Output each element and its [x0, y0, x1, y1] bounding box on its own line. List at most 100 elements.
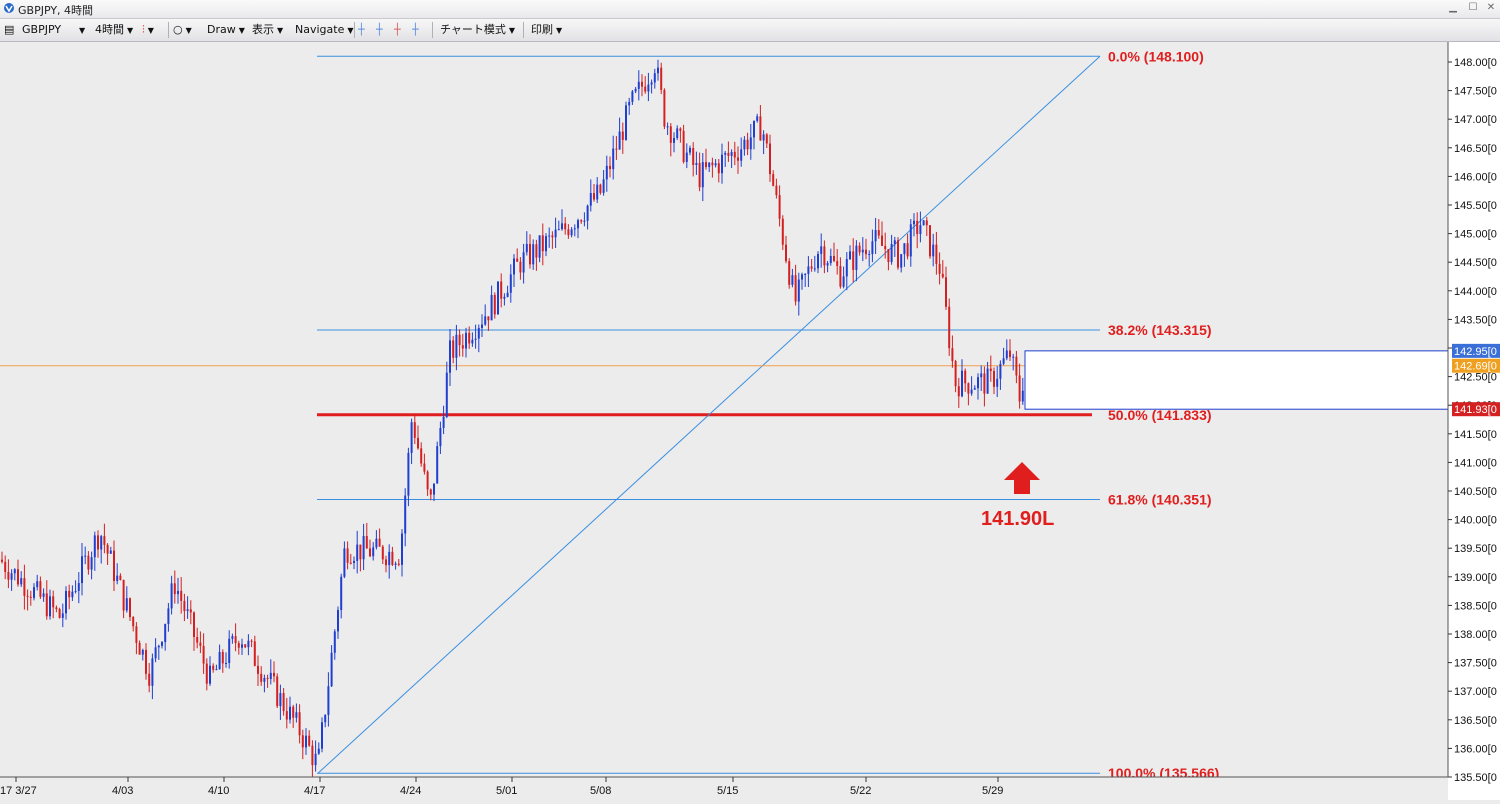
candle-body: [919, 225, 922, 235]
navigate-label: Navigate: [295, 23, 345, 36]
candle-body: [631, 91, 634, 102]
candle-body: [423, 463, 426, 472]
maximize-icon[interactable]: ☐: [1468, 2, 1478, 13]
candle-body: [177, 590, 179, 595]
candle-body: [781, 218, 784, 245]
candle-body: [113, 550, 115, 581]
candle-body: [343, 548, 346, 577]
price-tick-label: 144.50[0: [1454, 257, 1497, 269]
chart-style-menu[interactable]: チャート模式 ▼: [440, 23, 516, 36]
candle-body: [532, 244, 535, 265]
candle-body: [823, 246, 826, 266]
timeframe-select[interactable]: 4時間 ▼: [95, 23, 134, 36]
candle-body: [772, 174, 775, 186]
candle-body: [407, 452, 410, 496]
candle-body: [148, 673, 151, 686]
candle-body: [945, 277, 947, 307]
candle-body: [55, 607, 58, 610]
candle-body: [49, 596, 51, 617]
candle-body: [676, 128, 679, 139]
candle-body: [433, 483, 435, 495]
candle-body: [932, 244, 935, 257]
candle-body: [650, 82, 653, 85]
candle-body: [349, 562, 352, 564]
candle-body: [420, 448, 423, 464]
candle-body: [199, 642, 202, 646]
minimize-icon[interactable]: ▁: [1449, 2, 1457, 13]
candle-body: [10, 573, 13, 580]
price-chart[interactable]: 0.0% (148.100) 38.2% (143.315) 50.0% (141.…: [0, 42, 1500, 800]
candle-body: [477, 327, 480, 339]
candle-body: [167, 608, 170, 625]
candle-body: [253, 641, 256, 666]
candle-body: [746, 139, 749, 150]
price-tick-label: 144.00[0: [1454, 286, 1497, 298]
candle-body: [452, 340, 455, 358]
crosshair-tool-icon[interactable]: ┼: [394, 23, 401, 36]
print-menu[interactable]: 印刷 ▼: [531, 23, 563, 36]
crosshair-tool-icon[interactable]: ┼: [358, 23, 365, 36]
candle-body: [241, 644, 243, 648]
candle-body: [202, 645, 205, 664]
chart-toolbar: ▤ GBPJPY ▼ 4時間 ▼ ⫶ ▼ ○ ▼ Draw ▼ 表示 ▼ Navigate…: [0, 19, 1500, 42]
candle-body: [119, 575, 122, 580]
candle-body: [29, 596, 32, 598]
candle-body: [666, 126, 669, 128]
candle-body: [708, 162, 711, 168]
crosshair-tool-icon[interactable]: ┼: [376, 23, 383, 36]
candle-body: [522, 252, 525, 273]
candle-body: [890, 243, 893, 263]
candle-body: [852, 251, 855, 270]
chart-canvas[interactable]: 0.0% (148.100) 38.2% (143.315) 50.0% (141.…: [0, 42, 1500, 800]
candle-body: [23, 578, 26, 596]
candle-body: [817, 253, 819, 269]
candle-body: [276, 676, 279, 707]
candle-body: [820, 246, 823, 254]
price-tick-label: 139.50[0: [1454, 543, 1497, 555]
candle-body: [769, 143, 771, 175]
candle-body: [273, 672, 275, 677]
symbol-dropdown-icon[interactable]: ▼: [79, 26, 86, 35]
crosshair-tool-icon[interactable]: ┼: [412, 23, 419, 36]
candle-body: [77, 583, 80, 591]
draw-menu[interactable]: Draw ▼: [207, 23, 245, 36]
date-tick-label: 5/15: [717, 785, 738, 797]
candle-body: [573, 228, 576, 230]
candle-body: [13, 569, 16, 574]
candle-body: [279, 693, 282, 707]
candle-body: [138, 642, 141, 655]
date-tick-label: 5/29: [982, 785, 1003, 797]
circle-tool-icon[interactable]: ○ ▼: [173, 23, 192, 36]
chart-style-label: チャート模式: [440, 23, 506, 36]
navigate-menu[interactable]: Navigate ▼: [295, 23, 354, 36]
candle-body: [516, 258, 519, 262]
candle-body: [468, 332, 471, 344]
candle-body: [813, 268, 816, 270]
candle-body: [637, 81, 640, 89]
candle-body: [551, 235, 554, 238]
candle-body: [426, 471, 429, 490]
display-menu[interactable]: 表示 ▼: [252, 23, 284, 36]
candle-body: [660, 67, 663, 90]
candle-body: [525, 243, 528, 253]
price-tick-label: 136.00[0: [1454, 743, 1497, 755]
candle-body: [391, 551, 394, 565]
candle-body: [193, 612, 195, 638]
symbol-select[interactable]: GBPJPY: [22, 22, 84, 38]
candle-body: [487, 316, 490, 321]
candle-body: [897, 240, 899, 268]
price-tick-label: 141.50[0: [1454, 429, 1497, 441]
candle-body: [196, 637, 199, 643]
candle-body: [189, 609, 192, 613]
candle-body: [237, 643, 240, 648]
candle-body: [993, 371, 995, 387]
price-axis: [1448, 42, 1500, 800]
close-icon[interactable]: ✕: [1486, 2, 1496, 13]
price-badge: [1452, 402, 1500, 417]
candle-body: [964, 370, 967, 384]
candle-body: [269, 672, 272, 679]
candle-body: [669, 126, 672, 143]
candle-body: [858, 245, 861, 253]
candle-type-icon[interactable]: ⫶ ▼: [142, 23, 154, 36]
candle-body: [4, 561, 7, 572]
